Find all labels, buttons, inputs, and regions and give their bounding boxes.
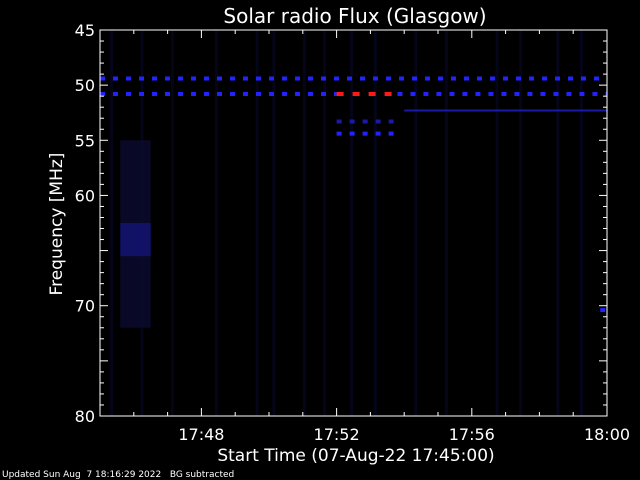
plot-frame	[99, 29, 608, 417]
x-tick-label: 17:48	[178, 425, 224, 444]
noise-streak	[110, 30, 114, 416]
y-axis-title: Frequency [MHz]	[47, 153, 67, 296]
noise-streak	[444, 30, 448, 416]
noise-streak	[495, 30, 499, 416]
spectrogram-features	[100, 76, 607, 328]
noise-streak	[519, 30, 523, 416]
footer: Updated Sun Aug 7 18:16:29 2022 BG subtr…	[2, 470, 234, 480]
spectrogram-background	[100, 30, 607, 416]
footer-note: BG subtracted	[169, 470, 235, 480]
x-axis-title: Start Time (07-Aug-22 17:45:00)	[217, 446, 494, 466]
y-tick-label: 60	[75, 186, 95, 205]
noise-streak	[302, 30, 306, 416]
y-tick-label: 50	[75, 76, 95, 95]
x-tick-label: 17:56	[449, 425, 495, 444]
y-tick-label: 45	[75, 21, 95, 40]
noise-streak	[323, 30, 327, 416]
noise-streak	[214, 30, 218, 416]
flux-burst	[120, 223, 151, 257]
noise-streak	[255, 30, 259, 416]
noise-streak	[170, 30, 174, 416]
noise-streak	[373, 30, 377, 416]
noise-streak	[350, 30, 354, 416]
x-tick-label: 18:00	[584, 425, 630, 444]
footer-updated: Updated Sun Aug 7 18:16:29 2022	[2, 470, 162, 480]
y-tick-label: 70	[75, 297, 95, 316]
y-tick-label: 55	[75, 131, 95, 150]
noise-streak	[414, 30, 418, 416]
noise-streak	[556, 30, 560, 416]
noise-streak	[272, 30, 276, 416]
noise-streak	[579, 30, 583, 416]
chart-title: Solar radio Flux (Glasgow)	[223, 4, 486, 28]
x-tick-label: 17:52	[314, 425, 360, 444]
plot-axes: 45 50 55 60 70 80 17:48 17:52 17:56 18:00	[75, 21, 630, 444]
y-tick-label: 80	[75, 407, 95, 426]
plot-area	[100, 30, 607, 416]
